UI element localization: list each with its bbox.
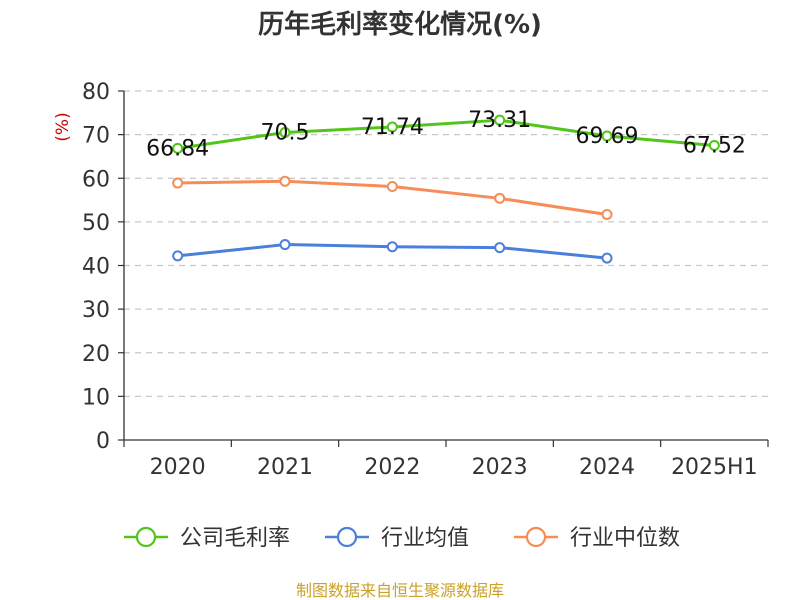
y-tick-label: 40 bbox=[82, 255, 110, 280]
data-point bbox=[386, 241, 398, 253]
y-tick-label: 20 bbox=[82, 342, 110, 367]
legend-marker bbox=[525, 526, 547, 548]
legend-label: 行业均值 bbox=[381, 526, 469, 551]
data-point bbox=[279, 175, 291, 187]
legend-marker bbox=[135, 526, 157, 548]
data-point bbox=[708, 139, 720, 151]
data-point bbox=[279, 239, 291, 251]
data-point bbox=[172, 142, 184, 154]
x-tick-label: 2020 bbox=[150, 455, 206, 480]
x-tick-label: 2021 bbox=[257, 455, 313, 480]
x-tick-label: 2025H1 bbox=[671, 455, 758, 480]
series-line-1 bbox=[177, 118, 715, 150]
data-point bbox=[494, 192, 506, 204]
y-tick-label: 60 bbox=[82, 167, 110, 192]
data-point bbox=[494, 114, 506, 126]
y-tick-label: 0 bbox=[96, 429, 110, 454]
data-point bbox=[172, 250, 184, 262]
chart-title: 历年毛利率变化情况(%) bbox=[258, 9, 542, 40]
y-tick-labels: 0 10 20 30 40 50 60 70 80 bbox=[82, 80, 110, 454]
data-point bbox=[386, 181, 398, 193]
x-tick-label: 2022 bbox=[364, 455, 420, 480]
x-tick-label: 2023 bbox=[472, 455, 528, 480]
y-tick-label: 80 bbox=[82, 80, 110, 105]
axes bbox=[118, 90, 769, 447]
data-label: 67.52 bbox=[683, 133, 746, 158]
data-point bbox=[494, 242, 506, 254]
data-label: 66.84 bbox=[146, 136, 209, 161]
data-point bbox=[601, 252, 613, 264]
legend-label: 公司毛利率 bbox=[180, 526, 290, 551]
legend-marker bbox=[336, 526, 358, 548]
data-label: 73.31 bbox=[468, 108, 531, 133]
y-tick-label: 70 bbox=[82, 124, 110, 149]
source-note: 制图数据来自恒生聚源数据库 bbox=[296, 581, 504, 600]
data-labels: 66.84 70.5 71.74 73.31 69.69 67.52 bbox=[146, 108, 746, 161]
data-label: 70.5 bbox=[261, 120, 310, 145]
data-point bbox=[601, 208, 613, 220]
data-label: 69.69 bbox=[576, 124, 639, 149]
series-lines bbox=[172, 114, 720, 264]
data-point bbox=[172, 177, 184, 189]
gridlines bbox=[124, 90, 768, 397]
data-point bbox=[601, 130, 613, 142]
y-axis-label: (%) bbox=[53, 112, 73, 141]
x-tick-labels: 2020 2021 2022 2023 2024 2025H1 bbox=[150, 455, 758, 480]
data-label: 71.74 bbox=[361, 115, 424, 140]
data-point bbox=[279, 126, 291, 138]
legend: 公司毛利率 行业均值 行业中位数 bbox=[124, 526, 680, 551]
legend-label: 行业中位数 bbox=[570, 526, 680, 551]
y-tick-label: 10 bbox=[82, 385, 110, 410]
y-tick-label: 50 bbox=[82, 211, 110, 236]
data-point bbox=[386, 121, 398, 133]
x-tick-label: 2024 bbox=[579, 455, 635, 480]
y-tick-label: 30 bbox=[82, 298, 110, 323]
